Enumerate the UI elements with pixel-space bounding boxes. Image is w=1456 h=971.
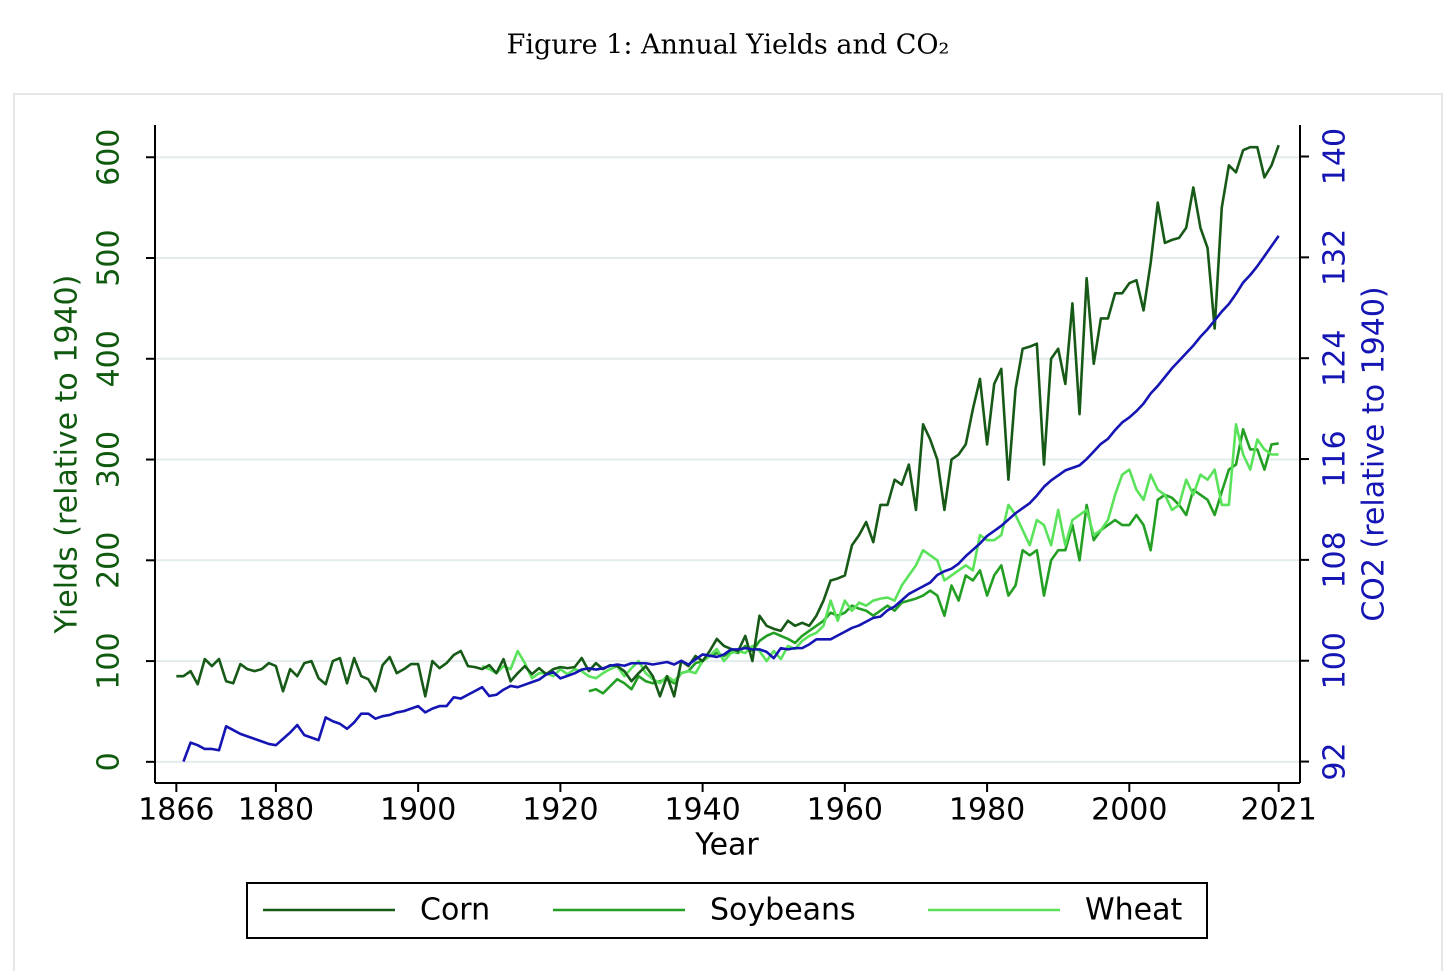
- y2-tick-label: 108: [1318, 531, 1353, 588]
- y2-tick-label: 100: [1318, 632, 1353, 689]
- y2-tick-label: 132: [1318, 229, 1353, 286]
- legend-label: Wheat: [1085, 893, 1183, 928]
- x-tick-label: 1980: [949, 793, 1025, 828]
- y2-tick-label: 92: [1318, 742, 1353, 780]
- y2-tick-label: 116: [1318, 430, 1353, 487]
- chart-title: Figure 1: Annual Yields and CO₂: [507, 30, 950, 61]
- x-tick-label: 1940: [664, 793, 740, 828]
- y2-tick-label: 124: [1318, 330, 1353, 387]
- y-axis-label: Yields (relative to 1940): [50, 275, 85, 635]
- x-tick-label: 1880: [238, 793, 314, 828]
- y-tick-label: 600: [92, 129, 127, 186]
- x-tick-label: 1920: [522, 793, 598, 828]
- y-tick-label: 500: [92, 229, 127, 286]
- y-tick-label: 200: [92, 532, 127, 589]
- y-tick-label: 0: [92, 752, 127, 771]
- y-tick-label: 400: [92, 330, 127, 387]
- legend-label: Corn: [420, 893, 490, 928]
- x-axis-label: Year: [694, 828, 759, 863]
- x-tick-label: 2021: [1240, 793, 1316, 828]
- y2-tick-label: 140: [1318, 128, 1353, 185]
- series-line: [176, 144, 1280, 698]
- x-tick-label: 1866: [138, 793, 214, 828]
- y-tick-label: 100: [92, 632, 127, 689]
- legend-label: Soybeans: [710, 893, 856, 928]
- x-tick-label: 1900: [380, 793, 456, 828]
- x-tick-label: 2000: [1091, 793, 1167, 828]
- y2-axis-label: CO2 (relative to 1940): [1357, 286, 1392, 621]
- y-tick-label: 300: [92, 431, 127, 488]
- x-tick-label: 1960: [807, 793, 883, 828]
- series-line: [182, 235, 1280, 763]
- series-line: [481, 422, 1279, 685]
